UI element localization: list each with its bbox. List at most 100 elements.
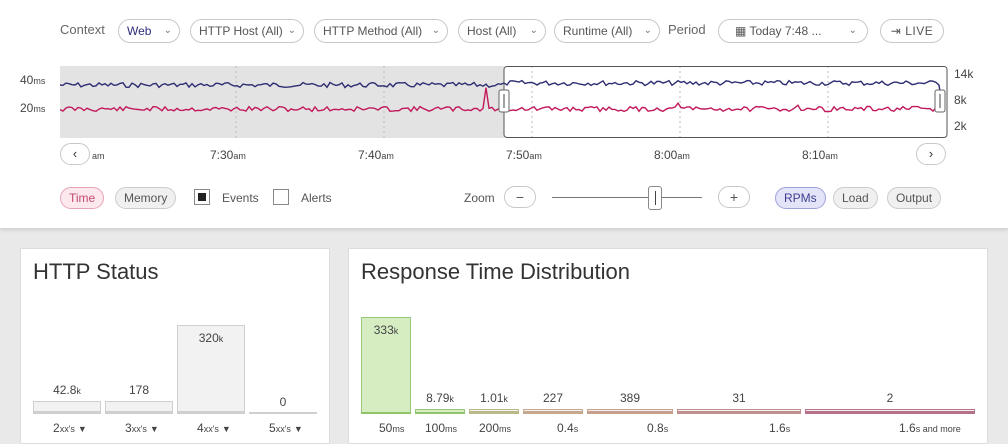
bar-baseline: [677, 412, 801, 414]
live-button[interactable]: ⇥ LIVE: [880, 19, 944, 43]
category-label: 0.4s: [557, 421, 579, 435]
bar-baseline: [523, 412, 583, 414]
time-tick: 8:10am: [802, 148, 838, 162]
period-select-value: Today 7:48 ...: [749, 24, 822, 38]
skip-to-end-icon: ⇥: [890, 24, 902, 38]
bar-value-label: 1.01k: [480, 391, 508, 405]
bar-value-label: 389: [619, 391, 641, 405]
http-host-select-value: HTTP Host (All): [199, 24, 283, 38]
category-label: 0.8s: [647, 421, 669, 435]
caret-down-icon: ▼: [77, 424, 87, 434]
context-select[interactable]: Web ⌄: [118, 19, 180, 43]
bar-value-label: 333k: [373, 323, 399, 337]
bar-baseline: [805, 412, 975, 414]
time-tick: 8:00am: [654, 148, 690, 162]
zoom-in-button[interactable]: +: [718, 186, 750, 208]
plus-icon: +: [729, 189, 739, 205]
bar-baseline: [469, 412, 519, 414]
chevron-down-icon: ⌄: [848, 25, 857, 36]
events-label: Events: [222, 191, 259, 205]
bar-value-label: 178: [128, 383, 150, 397]
category-label[interactable]: 2xx's ▼: [53, 421, 87, 435]
left-axis-label: 40ms: [20, 73, 46, 87]
calendar-icon: ▦: [735, 24, 747, 38]
bar-value-label: 8.79k: [426, 391, 454, 405]
http-method-select-value: HTTP Method (All): [323, 24, 423, 38]
runtime-select[interactable]: Runtime (All) ⌄: [554, 19, 660, 43]
category-label[interactable]: 5xx's ▼: [269, 421, 303, 435]
bar-baseline: [361, 412, 411, 414]
alerts-checkbox[interactable]: [273, 189, 289, 205]
http-method-select[interactable]: HTTP Method (All) ⌄: [314, 19, 448, 43]
timeline-panel: Context Web ⌄ HTTP Host (All) ⌄ HTTP Metho…: [0, 0, 1008, 228]
bar-baseline: [587, 412, 673, 414]
chevron-down-icon: ⌄: [431, 25, 440, 36]
right-axis-label: 8k: [954, 93, 967, 107]
http-status-title: HTTP Status: [33, 259, 159, 284]
bar-value-label: 0: [279, 395, 287, 409]
zoom-slider-track[interactable]: [552, 197, 702, 198]
alerts-label: Alerts: [301, 191, 332, 205]
output-toggle[interactable]: Output: [887, 187, 942, 209]
time-toggle[interactable]: Time: [60, 187, 105, 209]
chevron-down-icon: ⌄: [287, 25, 296, 36]
bar-baseline: [249, 412, 317, 414]
category-label: 1.6s: [769, 421, 791, 435]
context-select-value: Web: [127, 24, 152, 38]
live-label: LIVE: [905, 24, 934, 38]
outside-window-shade: [60, 66, 504, 138]
rpms-toggle[interactable]: RPMs: [775, 187, 826, 209]
timeline-chart[interactable]: [60, 66, 948, 138]
chevron-left-icon: ‹: [72, 146, 78, 161]
bar-value-label: 320k: [198, 331, 224, 345]
chevron-down-icon: ⌄: [529, 25, 538, 36]
category-label[interactable]: 3xx's ▼: [125, 421, 159, 435]
events-checkbox[interactable]: [194, 189, 210, 205]
bar-baseline: [105, 412, 173, 414]
category-label[interactable]: 4xx's ▼: [197, 421, 231, 435]
load-toggle[interactable]: Load: [833, 187, 878, 209]
scroll-right-button[interactable]: ›: [916, 143, 946, 165]
host-select-value: Host (All): [467, 24, 517, 38]
selection-window: [503, 66, 948, 138]
http-status-card: HTTP Status 42.8k 2xx's ▼ 178 3xx's ▼ 320k 4xx'…: [20, 248, 330, 444]
scroll-left-button[interactable]: ‹: [60, 143, 90, 165]
category-label: 200ms: [479, 421, 512, 435]
memory-toggle[interactable]: Memory: [115, 187, 177, 209]
period-select[interactable]: ▦ Today 7:48 ... ⌄: [718, 19, 868, 43]
category-label: 1.6s and more: [899, 421, 961, 435]
runtime-select-value: Runtime (All): [563, 24, 633, 38]
bar-baseline: [177, 412, 245, 414]
host-select[interactable]: Host (All) ⌄: [458, 19, 546, 43]
caret-down-icon: ▼: [293, 424, 303, 434]
time-tick: 7:40am: [358, 148, 394, 162]
bar-baseline: [415, 412, 465, 414]
bar-value-label: 42.8k: [53, 383, 81, 397]
category-label: 50ms: [379, 421, 405, 435]
period-label: Period: [668, 22, 706, 37]
bar-value-label: 2: [886, 391, 894, 405]
chevron-down-icon: ⌄: [163, 25, 172, 36]
bar-value-label: 227: [542, 391, 564, 405]
category-label: 100ms: [425, 421, 458, 435]
right-axis-label: 14k: [954, 67, 974, 81]
chevron-right-icon: ›: [928, 146, 934, 161]
response-time-card: Response Time Distribution 333k 50ms 8.79k…: [348, 248, 988, 444]
bar[interactable]: [361, 317, 411, 413]
time-tick: 7:30am: [210, 148, 246, 162]
bar-value-label: 31: [732, 391, 746, 405]
right-axis-label: 2k: [954, 119, 967, 133]
context-label: Context: [60, 22, 105, 37]
response-time-title: Response Time Distribution: [361, 259, 631, 284]
caret-down-icon: ▼: [221, 424, 231, 434]
caret-down-icon: ▼: [149, 424, 159, 434]
http-host-select[interactable]: HTTP Host (All) ⌄: [190, 19, 304, 43]
bar-baseline: [33, 412, 101, 414]
time-tick: am: [92, 151, 105, 161]
zoom-label: Zoom: [464, 191, 495, 205]
time-tick: 7:50am: [506, 148, 542, 162]
zoom-out-button[interactable]: −: [504, 186, 536, 208]
left-axis-label: 20ms: [20, 101, 46, 115]
zoom-slider-thumb[interactable]: [648, 186, 662, 210]
minus-icon: −: [515, 189, 525, 205]
